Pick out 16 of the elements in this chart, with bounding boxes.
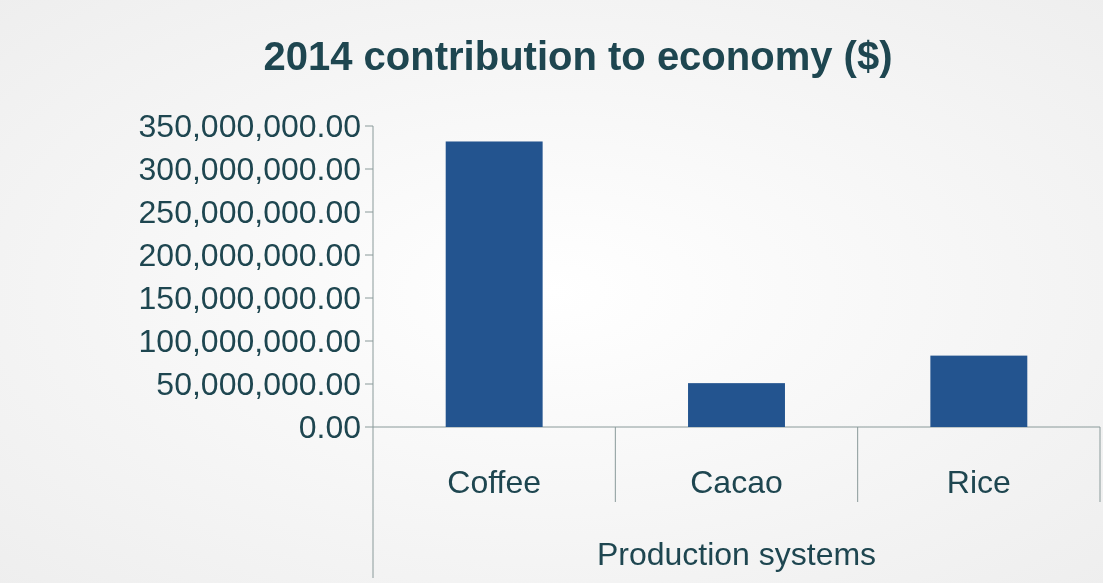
bar bbox=[445, 141, 543, 427]
bar bbox=[930, 355, 1028, 427]
y-tick-label: 0.00 bbox=[298, 409, 361, 446]
chart-title: 2014 contribution to economy ($) bbox=[263, 34, 893, 78]
x-tick-label: Coffee bbox=[447, 464, 542, 500]
y-tick-label: 50,000,000.00 bbox=[156, 366, 361, 403]
y-tick-label: 200,000,000.00 bbox=[138, 237, 361, 274]
x-tick-label: Cacao bbox=[690, 464, 783, 500]
y-tick-label: 300,000,000.00 bbox=[138, 151, 361, 188]
y-tick-label: 100,000,000.00 bbox=[138, 323, 361, 360]
x-tick-label: Rice bbox=[946, 464, 1011, 500]
x-axis-title: Production systems bbox=[596, 536, 877, 572]
y-tick-label: 150,000,000.00 bbox=[138, 280, 361, 317]
y-tick-label: 250,000,000.00 bbox=[138, 194, 361, 231]
y-tick-label: 350,000,000.00 bbox=[138, 108, 361, 145]
bar bbox=[688, 383, 785, 427]
